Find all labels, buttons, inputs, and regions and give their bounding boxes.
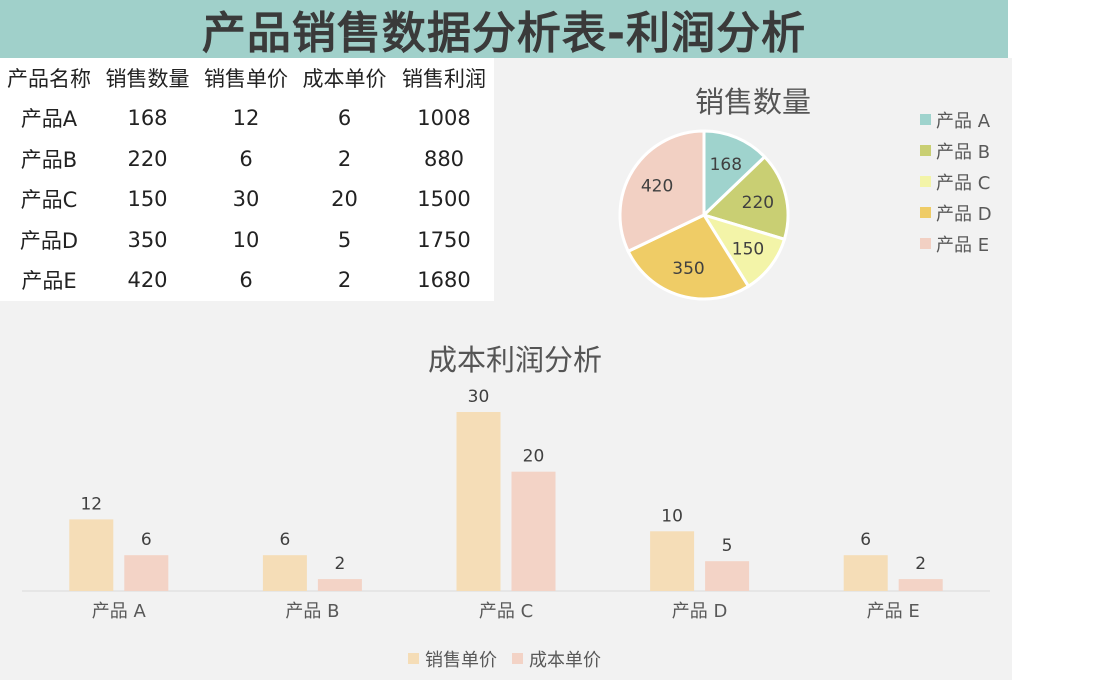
pie-slice bbox=[701, 154, 790, 242]
bar bbox=[898, 579, 943, 591]
bar-chart: 成本利润分析 12 6 产品 A 6 2 产品 B 30 20 产品 C 10 5 产品 D 6 2 产品 … bbox=[22, 343, 990, 671]
header-cell: 销售利润 bbox=[402, 67, 486, 91]
sheet-title: 产品销售数据分析表-利润分析 bbox=[201, 8, 807, 59]
header-cell: 成本单价 bbox=[302, 67, 387, 91]
bar-data-label: 2 bbox=[915, 554, 926, 574]
table-cell: 220 bbox=[127, 146, 168, 171]
pie-data-label: 150 bbox=[732, 240, 764, 260]
table-cell: 150 bbox=[127, 187, 168, 212]
legend-swatch bbox=[920, 176, 931, 187]
legend-swatch bbox=[920, 238, 931, 249]
legend-label: 产品 C bbox=[936, 173, 990, 194]
table-cell: 30 bbox=[232, 187, 260, 212]
table-cell: 880 bbox=[423, 146, 465, 171]
table-cell: 1750 bbox=[417, 227, 471, 252]
bar-data-label: 12 bbox=[80, 494, 102, 514]
bar bbox=[511, 471, 556, 591]
header-cell: 销售数量 bbox=[105, 67, 190, 91]
legend-label: 成本单价 bbox=[529, 650, 601, 671]
pie-chart-title: 销售数量 bbox=[695, 85, 811, 119]
legend-label: 产品 A bbox=[936, 111, 991, 132]
x-tick-label: 产品 E bbox=[867, 601, 920, 622]
header-cell: 销售单价 bbox=[204, 67, 288, 91]
pie-data-label: 220 bbox=[742, 193, 774, 213]
pie-slice bbox=[626, 213, 751, 301]
legend-swatch bbox=[408, 653, 419, 664]
title-bar: 产品销售数据分析表-利润分析 bbox=[0, 0, 1008, 59]
legend-swatch bbox=[920, 145, 931, 156]
table-row: 产品D 350 10 5 1750 bbox=[0, 220, 494, 261]
bar-data-label: 6 bbox=[279, 530, 290, 550]
bar bbox=[843, 555, 888, 591]
x-tick-label: 产品 C bbox=[479, 601, 533, 622]
table-cell: 产品E bbox=[21, 269, 77, 294]
legend-swatch bbox=[920, 207, 931, 218]
table-row: 产品A 168 12 6 1008 bbox=[0, 98, 494, 139]
table-row: 产品B 220 6 2 880 bbox=[0, 139, 494, 180]
bar-data-label: 5 bbox=[722, 536, 733, 556]
legend-label: 产品 E bbox=[936, 235, 989, 256]
table-cell: 168 bbox=[127, 106, 168, 131]
bar-chart-title: 成本利润分析 bbox=[428, 343, 602, 377]
table-cell: 产品C bbox=[20, 188, 78, 213]
bar bbox=[262, 555, 307, 591]
legend-label: 产品 B bbox=[936, 142, 990, 163]
legend-label: 产品 D bbox=[936, 204, 992, 225]
bar-data-label: 20 bbox=[523, 447, 545, 467]
data-table-container: 产品名称 销售数量 销售单价 成本单价 销售利润 产品A 168 12 6 10… bbox=[0, 58, 494, 301]
bar-data-label: 10 bbox=[661, 506, 683, 526]
table-cell: 6 bbox=[239, 146, 253, 171]
table-cell: 1500 bbox=[417, 187, 471, 212]
table-cell: 2 bbox=[337, 146, 352, 171]
bar bbox=[456, 412, 501, 591]
x-tick-label: 产品 D bbox=[672, 601, 728, 622]
header-cell: 产品名称 bbox=[7, 67, 91, 91]
data-table: 产品名称 销售数量 销售单价 成本单价 销售利润 产品A 168 12 6 10… bbox=[0, 58, 494, 301]
table-cell: 1008 bbox=[417, 106, 471, 131]
pie-data-label: 350 bbox=[672, 259, 704, 279]
table-cell: 6 bbox=[239, 268, 253, 293]
table-cell: 20 bbox=[331, 187, 358, 212]
table-cell: 350 bbox=[127, 227, 168, 252]
pie-data-label: 168 bbox=[710, 155, 742, 175]
bar bbox=[705, 561, 750, 591]
x-tick-label: 产品 B bbox=[285, 601, 339, 622]
table-cell: 10 bbox=[232, 227, 260, 252]
bar-data-label: 6 bbox=[860, 530, 871, 550]
table-cell: 产品D bbox=[19, 228, 79, 253]
table-row: 产品C 150 30 20 1500 bbox=[0, 179, 494, 220]
bar bbox=[124, 555, 169, 591]
table-cell: 产品A bbox=[20, 107, 78, 132]
bar-data-label: 6 bbox=[141, 530, 152, 550]
table-cell: 12 bbox=[232, 106, 260, 131]
legend-swatch bbox=[512, 653, 523, 664]
table-cell: 5 bbox=[337, 227, 352, 252]
legend-label: 销售单价 bbox=[425, 650, 497, 671]
table-cell: 2 bbox=[337, 268, 352, 293]
bar bbox=[317, 579, 362, 591]
table-cell: 1680 bbox=[417, 268, 471, 293]
legend-swatch bbox=[920, 114, 931, 125]
bar-data-label: 2 bbox=[334, 554, 345, 574]
pie-data-label: 420 bbox=[641, 177, 673, 197]
bar bbox=[650, 531, 695, 591]
table-row: 产品E 420 6 2 1680 bbox=[0, 260, 494, 301]
table-cell: 产品B bbox=[20, 147, 78, 172]
table-header-row: 产品名称 销售数量 销售单价 成本单价 销售利润 bbox=[0, 58, 494, 98]
bar-data-label: 30 bbox=[468, 387, 490, 407]
bar bbox=[69, 519, 114, 591]
x-tick-label: 产品 A bbox=[92, 601, 147, 622]
pie-slice bbox=[618, 129, 706, 254]
table-cell: 6 bbox=[337, 106, 352, 131]
table-cell: 420 bbox=[127, 268, 168, 293]
